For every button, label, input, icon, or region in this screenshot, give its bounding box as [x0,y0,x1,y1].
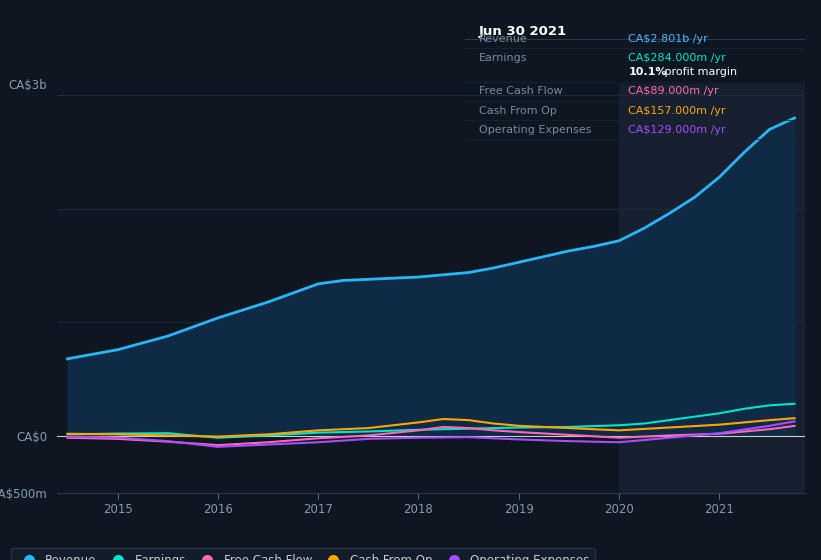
Text: Revenue: Revenue [479,34,527,44]
Text: 10.1%: 10.1% [628,67,667,77]
Text: CA$284.000m /yr: CA$284.000m /yr [628,53,726,63]
Text: CA$157.000m /yr: CA$157.000m /yr [628,106,726,116]
Text: Free Cash Flow: Free Cash Flow [479,86,562,96]
Bar [619,84,810,493]
Text: Jun 30 2021: Jun 30 2021 [479,25,566,38]
Text: CA$2.801b /yr: CA$2.801b /yr [628,34,708,44]
Text: Operating Expenses: Operating Expenses [479,125,591,135]
Text: CA$89.000m /yr: CA$89.000m /yr [628,86,719,96]
Text: CA$129.000m /yr: CA$129.000m /yr [628,125,726,135]
Text: Earnings: Earnings [479,53,527,63]
Legend: Revenue, Earnings, Free Cash Flow, Cash From Op, Operating Expenses: Revenue, Earnings, Free Cash Flow, Cash … [11,548,595,560]
Text: Cash From Op: Cash From Op [479,106,557,116]
Text: profit margin: profit margin [661,67,736,77]
